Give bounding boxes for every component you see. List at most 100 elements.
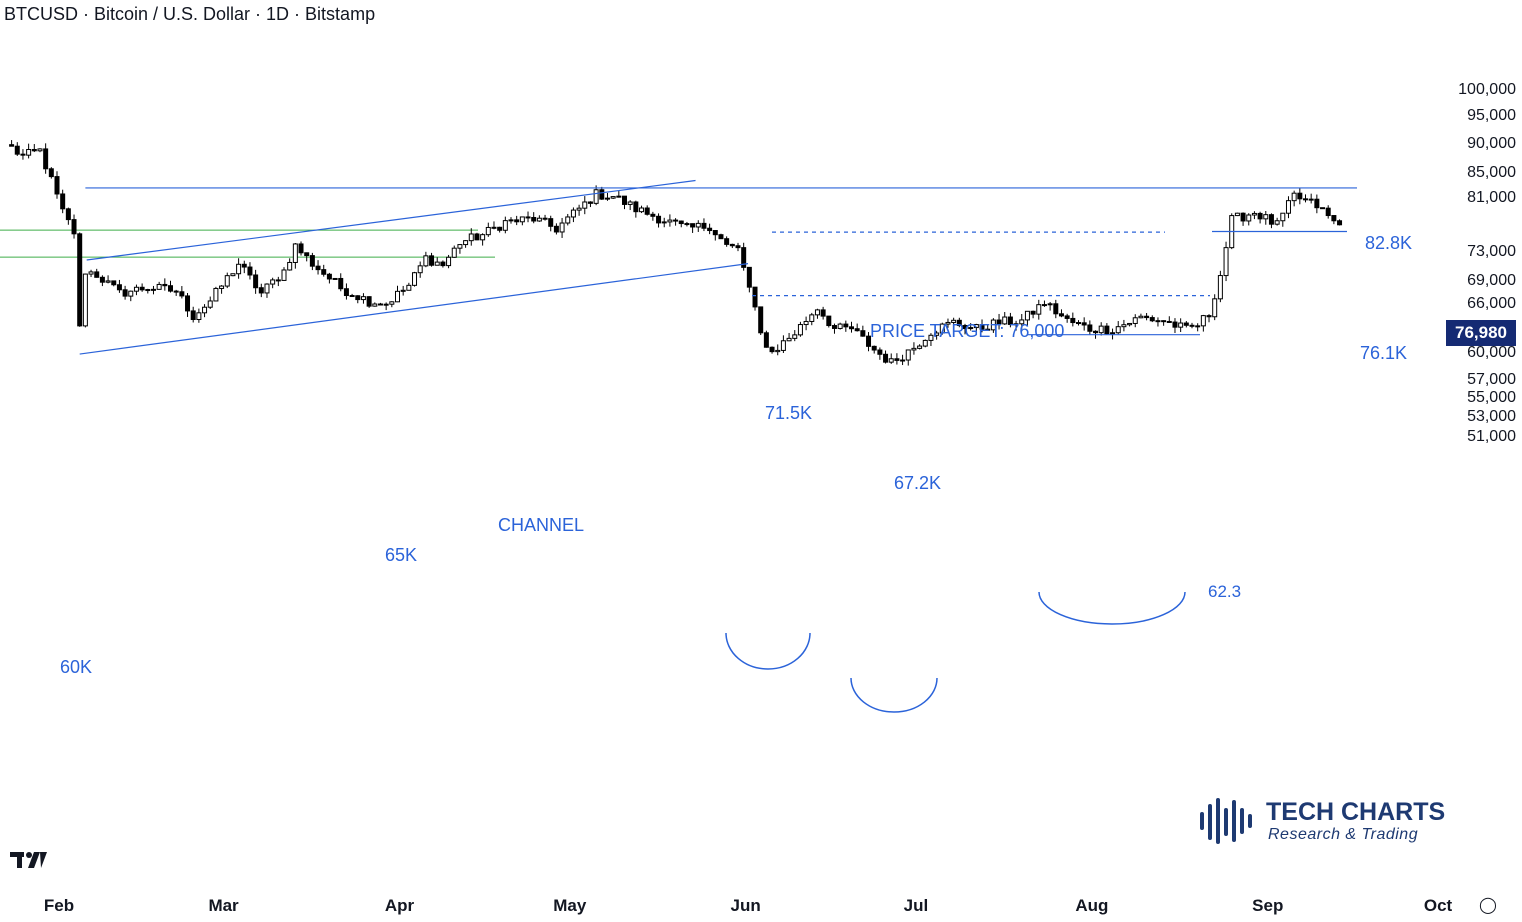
- candle-body: [911, 347, 917, 351]
- candle-body: [1331, 215, 1337, 222]
- price-axis-label: 85,000: [1467, 164, 1516, 182]
- candle-body: [951, 319, 957, 323]
- candle-body: [678, 220, 684, 225]
- candle-body: [264, 283, 270, 294]
- candle-body: [1047, 303, 1053, 306]
- candle-body: [1268, 214, 1274, 225]
- candle-body: [962, 325, 968, 330]
- candle-body: [1064, 315, 1070, 319]
- candle-body: [1172, 321, 1178, 328]
- candle-body: [690, 223, 696, 228]
- candle-body: [769, 346, 775, 353]
- candle-body: [1030, 310, 1036, 315]
- candle-body: [1320, 207, 1326, 210]
- candle-body: [377, 303, 383, 306]
- candle-body: [1161, 320, 1167, 323]
- candle-body: [1325, 207, 1331, 217]
- candle-body: [287, 261, 293, 271]
- candle-body: [389, 301, 395, 305]
- candle-body: [309, 255, 315, 267]
- candle-body: [111, 280, 117, 286]
- candle-body: [253, 274, 259, 289]
- candle-body: [1257, 212, 1263, 220]
- support-top-label: 76.1K: [1360, 343, 1408, 363]
- candle-body: [1166, 320, 1172, 323]
- candle-body: [179, 291, 185, 297]
- tradingview-logo-icon[interactable]: [10, 850, 50, 875]
- candle-body: [281, 269, 287, 281]
- candle-body: [82, 273, 88, 327]
- candle-body: [797, 324, 803, 336]
- candle-body: [888, 358, 894, 363]
- candle-body: [292, 243, 298, 263]
- candle-body: [1093, 330, 1099, 334]
- candle-body: [326, 273, 332, 280]
- candle-body: [565, 216, 571, 224]
- price-axis-label: 81,000: [1467, 189, 1516, 207]
- candle-body: [270, 279, 276, 285]
- bottom-arc-2[interactable]: [850, 677, 938, 713]
- candle-body: [343, 288, 349, 297]
- candle-body: [917, 345, 923, 349]
- candle-body: [105, 280, 111, 283]
- candle-body: [332, 277, 338, 280]
- candle-body: [372, 303, 378, 307]
- candle-body: [792, 334, 798, 339]
- candle-body: [979, 324, 985, 330]
- candle-body: [162, 283, 168, 287]
- time-axis-label: Jun: [730, 896, 761, 915]
- price-axis-label: 57,000: [1467, 370, 1516, 388]
- candle-body: [1178, 322, 1184, 328]
- candle-body: [446, 256, 452, 267]
- chart-settings-icon[interactable]: ◯: [1479, 897, 1497, 914]
- candle-body: [1240, 212, 1246, 222]
- bottom-arc-1[interactable]: [725, 632, 811, 670]
- candle-body: [695, 222, 701, 228]
- candle-body: [656, 215, 662, 224]
- candle-body: [1195, 325, 1201, 328]
- candle-body: [1223, 247, 1229, 277]
- candle-body: [593, 189, 599, 204]
- candle-body: [758, 306, 764, 334]
- candle-body: [996, 319, 1002, 325]
- candle-body: [786, 337, 792, 342]
- candle-body: [559, 222, 565, 233]
- candle-body: [94, 271, 100, 278]
- candle-body: [866, 335, 872, 347]
- candle-body: [724, 238, 730, 245]
- candle-body: [48, 168, 54, 178]
- candle-body: [508, 219, 514, 222]
- time-axis-label: Oct: [1423, 896, 1453, 915]
- candle-body: [168, 285, 173, 292]
- candle-body: [973, 324, 979, 329]
- channel-upper-line[interactable]: [86, 179, 696, 261]
- candle-body: [701, 222, 707, 229]
- candle-body: [854, 328, 860, 332]
- candle-body: [145, 289, 151, 292]
- candle-body: [14, 145, 20, 155]
- candle-body: [570, 209, 576, 218]
- candle-body: [1308, 198, 1314, 201]
- bottom-arc-3[interactable]: [1038, 591, 1186, 625]
- candle-body: [945, 321, 951, 325]
- candle-body: [814, 309, 820, 316]
- candle-body: [1206, 315, 1212, 318]
- candle-body: [451, 247, 457, 258]
- candle-body: [928, 334, 934, 341]
- candle-body: [236, 263, 242, 275]
- price-axis-label: 66,000: [1467, 294, 1516, 312]
- candle-body: [1070, 317, 1076, 324]
- brand-name: TECH CHARTS: [1266, 798, 1446, 826]
- symbol-title[interactable]: BTCUSD · Bitcoin / U.S. Dollar · 1D · Bi…: [4, 4, 376, 24]
- candle-body: [627, 201, 633, 205]
- candle-body: [871, 345, 877, 351]
- time-axis-label: Aug: [1075, 896, 1109, 915]
- candle-body: [491, 226, 497, 229]
- candle-body: [355, 295, 361, 301]
- candle-body: [735, 245, 741, 249]
- candle-body: [1036, 304, 1042, 315]
- candle-body: [43, 148, 49, 170]
- candle-body: [247, 266, 253, 276]
- channel-lower-line[interactable]: [79, 263, 749, 355]
